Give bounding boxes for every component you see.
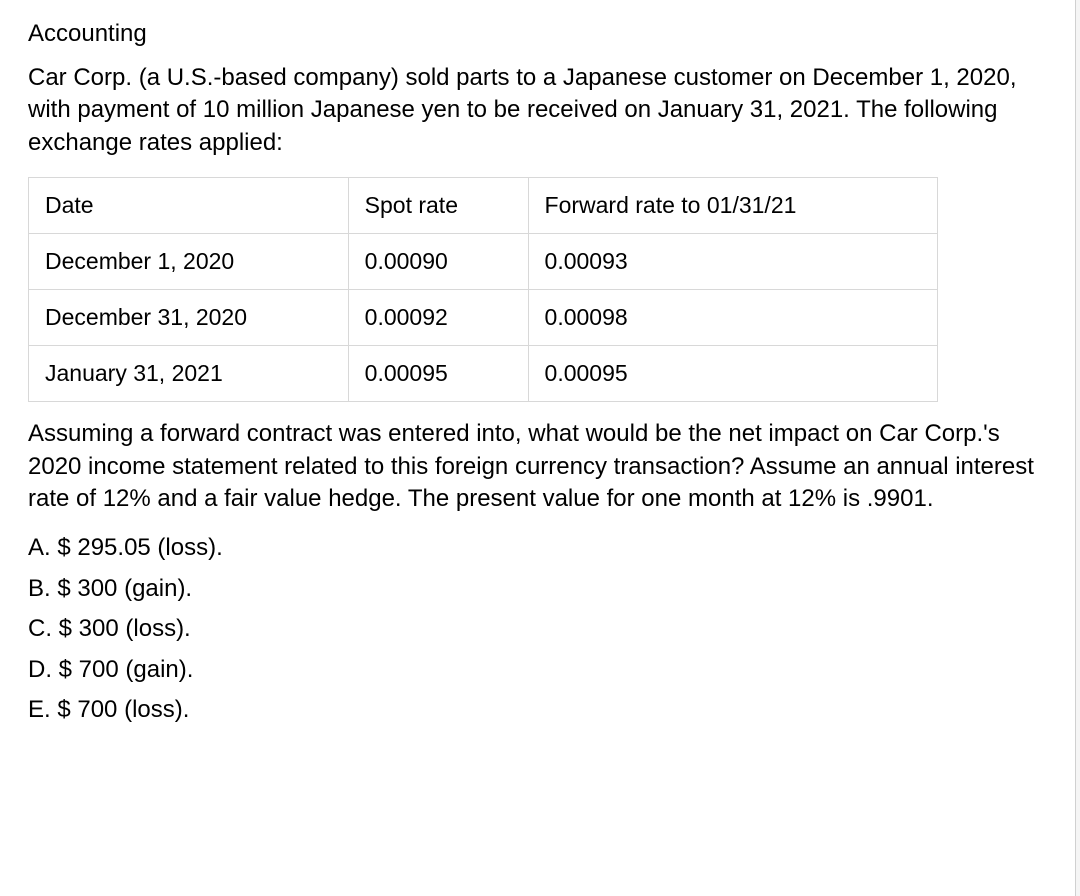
cell-forward: 0.00093 (528, 234, 937, 290)
answer-option-a: A. $ 295.05 (loss). (28, 529, 1052, 567)
answer-option-d: D. $ 700 (gain). (28, 651, 1052, 689)
answer-option-c: C. $ 300 (loss). (28, 610, 1052, 648)
cell-forward: 0.00095 (528, 346, 937, 402)
right-edge-shadow (1076, 0, 1080, 896)
answer-option-e: E. $ 700 (loss). (28, 691, 1052, 729)
table-header-row: Date Spot rate Forward rate to 01/31/21 (29, 178, 938, 234)
table-row: December 1, 2020 0.00090 0.00093 (29, 234, 938, 290)
exchange-rates-table: Date Spot rate Forward rate to 01/31/21 … (28, 177, 938, 402)
cell-spot: 0.00092 (348, 290, 528, 346)
header-forward-rate: Forward rate to 01/31/21 (528, 178, 937, 234)
cell-date: December 31, 2020 (29, 290, 349, 346)
answer-option-b: B. $ 300 (gain). (28, 570, 1052, 608)
header-spot-rate: Spot rate (348, 178, 528, 234)
answer-options: A. $ 295.05 (loss). B. $ 300 (gain). C. … (28, 529, 1052, 729)
cell-date: January 31, 2021 (29, 346, 349, 402)
cell-forward: 0.00098 (528, 290, 937, 346)
cell-spot: 0.00090 (348, 234, 528, 290)
problem-statement: Car Corp. (a U.S.-based company) sold pa… (28, 62, 1052, 159)
header-date: Date (29, 178, 349, 234)
cell-date: December 1, 2020 (29, 234, 349, 290)
question-text: Assuming a forward contract was entered … (28, 418, 1052, 515)
right-edge-border (1075, 0, 1076, 896)
table-row: December 31, 2020 0.00092 0.00098 (29, 290, 938, 346)
subject-heading: Accounting (28, 20, 1052, 48)
cell-spot: 0.00095 (348, 346, 528, 402)
table-row: January 31, 2021 0.00095 0.00095 (29, 346, 938, 402)
